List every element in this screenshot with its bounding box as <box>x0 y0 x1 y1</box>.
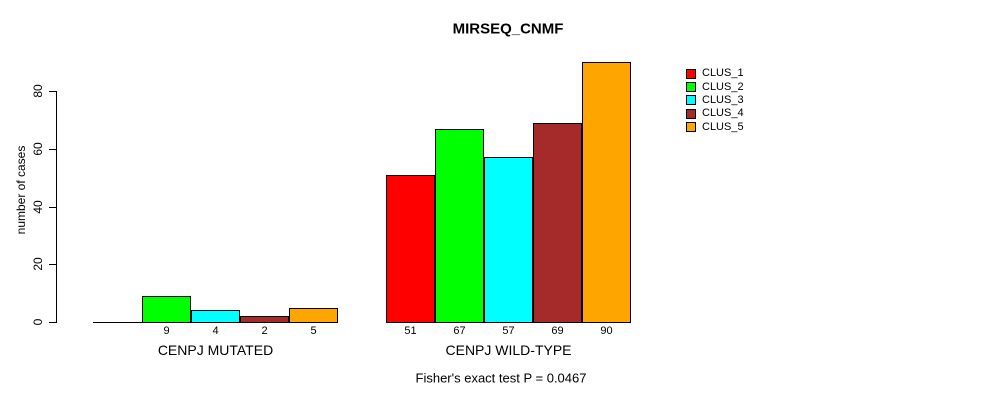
y-axis-tick-40 <box>49 207 56 208</box>
bar-cenpj-mutated-clus-1 <box>93 322 142 323</box>
legend-label: CLUS_1 <box>702 67 744 80</box>
legend-label: CLUS_2 <box>702 80 744 93</box>
legend-swatch-clus-3 <box>686 95 696 106</box>
bar-cenpj-mutated-clus-2 <box>142 296 191 323</box>
legend-label: CLUS_5 <box>702 120 744 133</box>
legend-swatch-clus-2 <box>686 82 696 93</box>
bar-value-label: 5 <box>310 325 317 337</box>
y-axis-tick-80 <box>49 91 56 92</box>
bar-cenpj-wild-type-clus-4 <box>533 122 582 323</box>
bar-cenpj-wild-type-clus-5 <box>582 62 631 323</box>
fisher-test-annotation: Fisher's exact test P = 0.0467 <box>415 370 587 386</box>
legend-item-clus-3: CLUS_3 <box>686 94 744 107</box>
bar-cenpj-wild-type-clus-1 <box>386 174 435 323</box>
bar-cenpj-wild-type-clus-3 <box>484 157 533 323</box>
bar-cenpj-mutated-clus-5 <box>289 307 338 323</box>
legend-item-clus-2: CLUS_2 <box>686 80 744 93</box>
legend-label: CLUS_3 <box>702 93 744 106</box>
y-tick-label-20: 20 <box>31 257 45 271</box>
bar-value-label: 67 <box>453 325 466 337</box>
legend-swatch-clus-1 <box>686 68 696 79</box>
y-tick-label-0: 0 <box>31 318 45 326</box>
bar-value-label: 57 <box>502 325 515 337</box>
bar-value-label: 51 <box>404 325 417 337</box>
y-tick-label-40: 40 <box>31 200 45 214</box>
legend-swatch-clus-5 <box>686 122 696 133</box>
bar-cenpj-wild-type-clus-2 <box>435 128 484 323</box>
bar-cenpj-mutated-clus-3 <box>191 310 240 323</box>
legend-swatch-clus-4 <box>686 108 696 119</box>
y-axis-tick-60 <box>49 149 56 150</box>
chart-title: MIRSEQ_CNMF <box>452 20 564 38</box>
y-axis-tick-0 <box>49 322 56 323</box>
group-label-cenpj-mutated: CENPJ MUTATED <box>157 342 274 358</box>
group-label-cenpj-wild-type: CENPJ WILD-TYPE <box>445 342 572 358</box>
y-tick-label-60: 60 <box>31 142 45 156</box>
legend-item-clus-1: CLUS_1 <box>686 67 744 80</box>
bar-value-label: 90 <box>600 325 613 337</box>
legend-label: CLUS_4 <box>702 107 744 120</box>
bar-value-label: 4 <box>212 325 219 337</box>
bar-cenpj-mutated-clus-4 <box>240 316 289 323</box>
legend-item-clus-4: CLUS_4 <box>686 107 744 120</box>
legend-item-clus-5: CLUS_5 <box>686 120 744 133</box>
y-axis-tick-20 <box>49 264 56 265</box>
y-tick-label-80: 80 <box>31 84 45 98</box>
bar-value-label: 2 <box>261 325 268 337</box>
bar-value-label: 69 <box>551 325 564 337</box>
bar-value-label: 9 <box>163 325 170 337</box>
y-axis-line <box>56 91 57 323</box>
legend: CLUS_1 CLUS_2 CLUS_3 CLUS_4 CLUS_5 <box>686 67 744 134</box>
